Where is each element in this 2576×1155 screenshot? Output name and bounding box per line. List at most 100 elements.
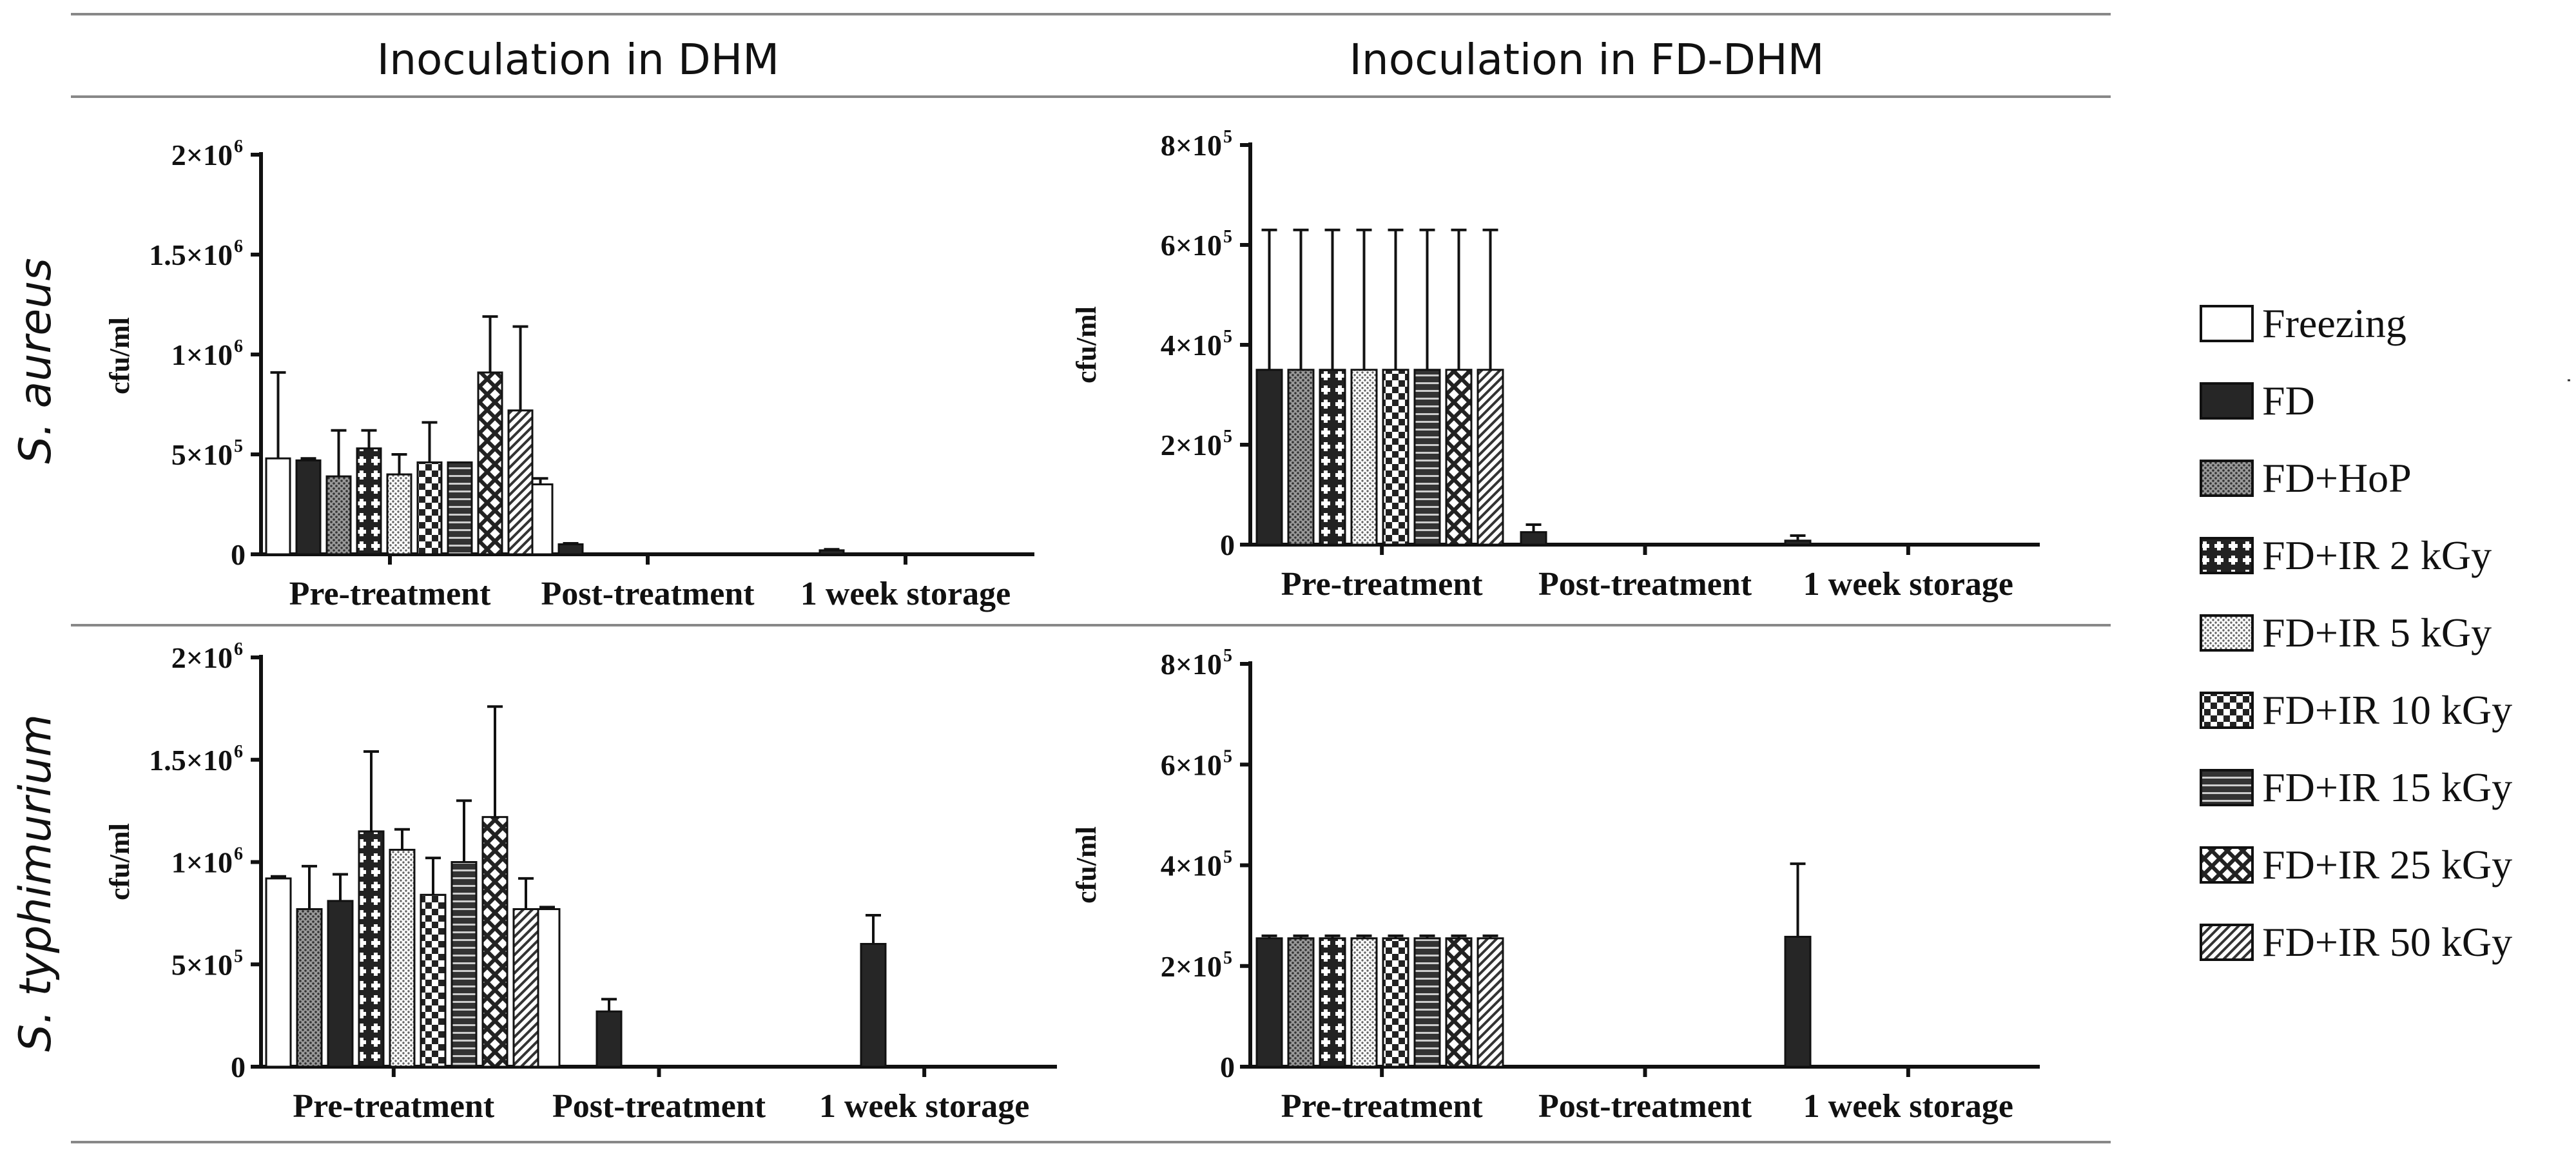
y-tick-exponent: 5 — [1223, 746, 1232, 766]
bar-fd-ir-10-kgy-pre-treatment — [420, 893, 447, 1068]
bar-fd-pre-treatment — [295, 459, 322, 556]
bar-fd-ir-15-kgy-pre-treatment — [1413, 937, 1441, 1068]
bar-fd-ir-2-kgy-pre-treatment — [1319, 937, 1346, 1068]
y-tick-exponent: 5 — [1223, 227, 1232, 247]
column-title-dhm: Inoculation in DHM — [377, 35, 780, 84]
x-tick-label-1-week-storage: 1 week storage — [819, 1088, 1029, 1125]
y-tick-exponent: 6 — [234, 742, 243, 762]
y-tick-label: 5×10 — [171, 948, 233, 981]
y-tick-exponent: 6 — [234, 336, 243, 356]
legend-swatch-fd-ir-25-kgy — [2200, 846, 2254, 884]
legend-label-fd-ir-15-kgy: FD+IR 15 kGy — [2262, 764, 2512, 810]
legend-label-fd: FD — [2262, 378, 2315, 423]
bar-fd-ir-5-kgy-pre-treatment — [386, 473, 412, 556]
bar-fd-ir-5-kgy-pre-treatment — [389, 848, 416, 1068]
bar-fd-ir-10-kgy-pre-treatment — [1382, 937, 1409, 1068]
y-tick-label: 0 — [231, 538, 246, 571]
y-tick-label: 1.5×10 — [149, 238, 233, 271]
y-tick-exponent: 5 — [1223, 848, 1232, 868]
bar-fd-ir-5-kgy-pre-treatment — [1350, 937, 1378, 1068]
bar-fd-pre-treatment — [1255, 937, 1283, 1068]
y-tick-exponent: 5 — [1223, 427, 1232, 447]
bar-fd-1-week-storage — [860, 943, 887, 1068]
y-tick-exponent: 6 — [234, 639, 243, 659]
bar-fd-ir-15-kgy-pre-treatment — [1413, 369, 1441, 546]
legend-label-fd-ir-50-kgy: FD+IR 50 kGy — [2262, 919, 2512, 965]
bar-fd-ir-25-kgy-pre-treatment — [477, 371, 503, 556]
legend-label-fd-ir-2-kgy: FD+IR 2 kGy — [2262, 532, 2492, 578]
y-tick-label: 8×10 — [1161, 648, 1222, 681]
legend-swatch-fd-ir-15-kgy — [2200, 769, 2254, 806]
bar-fd-hop-pre-treatment — [325, 475, 352, 556]
y-tick-exponent: 6 — [234, 844, 243, 864]
bar-fd-post-treatment — [557, 543, 584, 556]
y-tick-label: 6×10 — [1161, 229, 1222, 262]
bar-fd-ir-2-kgy-pre-treatment — [356, 447, 382, 556]
x-tick-label-pre-treatment: Pre-treatment — [1281, 566, 1483, 603]
legend-swatch-fd-hop — [2200, 460, 2254, 497]
chart-panels: 05×10 51×10 61.5×10 62×10 6cfu/mlPre-treatme… — [104, 127, 2040, 1125]
bar-freezing-pre-treatment — [265, 457, 291, 556]
x-tick-label-1-week-storage: 1 week storage — [1803, 1088, 2013, 1125]
bar-fd-hop-pre-treatment — [1287, 369, 1315, 546]
x-tick-label-post-treatment: Post-treatment — [552, 1088, 766, 1125]
y-tick-exponent: 6 — [234, 237, 243, 257]
bar-fd-pre-treatment — [1255, 369, 1283, 546]
bar-fd-post-treatment — [1520, 531, 1547, 546]
x-tick-label-pre-treatment: Pre-treatment — [289, 576, 491, 612]
legend-swatch-fd-ir-50-kgy — [2200, 924, 2254, 961]
bar-fd-ir-25-kgy-pre-treatment — [481, 816, 508, 1068]
y-tick-label: 8×10 — [1161, 129, 1222, 162]
y-tick-exponent: 5 — [1223, 127, 1232, 147]
bar-fd-hop-pre-treatment — [1287, 937, 1315, 1068]
y-tick-label: 5×10 — [171, 438, 233, 471]
x-tick-label-1-week-storage: 1 week storage — [1803, 566, 2013, 603]
y-tick-label: 1×10 — [171, 846, 233, 879]
chart-panel-3: 05×10 51×10 61.5×10 62×10 6cfu/mlPre-treatme… — [104, 639, 1057, 1125]
y-tick-label: 2×10 — [1161, 429, 1222, 461]
y-axis-label: cfu/ml — [104, 317, 135, 394]
x-tick-label-post-treatment: Post-treatment — [1538, 566, 1752, 603]
bar-fd-ir-50-kgy-pre-treatment — [1477, 369, 1504, 546]
chart-panel-4: 02×10 54×10 56×10 58×10 5cfu/mlPre-treatment… — [1070, 646, 2040, 1125]
bar-fd-ir-15-kgy-pre-treatment — [450, 861, 478, 1068]
y-axis-label: cfu/ml — [104, 823, 135, 900]
x-tick-label-post-treatment: Post-treatment — [541, 576, 755, 612]
legend-label-freezing: Freezing — [2262, 300, 2407, 346]
bar-fd-hop-pre-treatment — [296, 908, 323, 1068]
bar-fd-post-treatment — [596, 1010, 623, 1068]
legend-swatch-fd-ir-5-kgy — [2200, 614, 2254, 652]
legend: Freezing FD FD+HoP FD+IR 2 kGy FD+IR 5 kGy FD… — [2200, 300, 2512, 965]
bar-freezing-pre-treatment — [265, 877, 292, 1068]
y-tick-label: 4×10 — [1161, 329, 1222, 362]
x-tick-label-post-treatment: Post-treatment — [1538, 1088, 1752, 1125]
legend-swatch-fd-ir-2-kgy — [2200, 537, 2254, 574]
bar-fd-ir-10-kgy-pre-treatment — [416, 461, 443, 556]
y-tick-label: 2×10 — [171, 641, 233, 674]
y-tick-exponent: 5 — [234, 436, 243, 456]
x-tick-label-1-week-storage: 1 week storage — [800, 576, 1011, 612]
y-tick-label: 4×10 — [1161, 849, 1222, 882]
y-tick-exponent: 6 — [234, 137, 243, 157]
y-tick-label: 1×10 — [171, 338, 233, 371]
row-title-s-typhimurium: S. typhimurium — [10, 714, 61, 1052]
bar-fd-ir-50-kgy-pre-treatment — [1477, 937, 1504, 1068]
bar-fd-ir-5-kgy-pre-treatment — [1350, 369, 1378, 546]
y-tick-exponent: 5 — [1223, 327, 1232, 347]
y-tick-exponent: 5 — [1223, 646, 1232, 666]
legend-swatch-fd — [2200, 382, 2254, 420]
bar-fd-pre-treatment — [327, 900, 354, 1068]
y-axis-label: cfu/ml — [1070, 826, 1102, 904]
chart-panel-1: 05×10 51×10 61.5×10 62×10 6cfu/mlPre-treatme… — [104, 137, 1034, 612]
y-tick-exponent: 5 — [234, 946, 243, 966]
bar-fd-ir-50-kgy-pre-treatment — [512, 908, 539, 1068]
bar-fd-ir-2-kgy-pre-treatment — [358, 830, 385, 1068]
y-tick-label: 0 — [231, 1051, 246, 1083]
bar-fd-1-week-storage — [818, 549, 845, 556]
legend-label-fd-hop: FD+HoP — [2262, 455, 2412, 501]
bar-fd-ir-15-kgy-pre-treatment — [447, 461, 473, 556]
bar-fd-ir-50-kgy-pre-treatment — [507, 409, 534, 556]
y-tick-label: 0 — [1220, 1051, 1235, 1083]
y-tick-label: 2×10 — [171, 139, 233, 171]
